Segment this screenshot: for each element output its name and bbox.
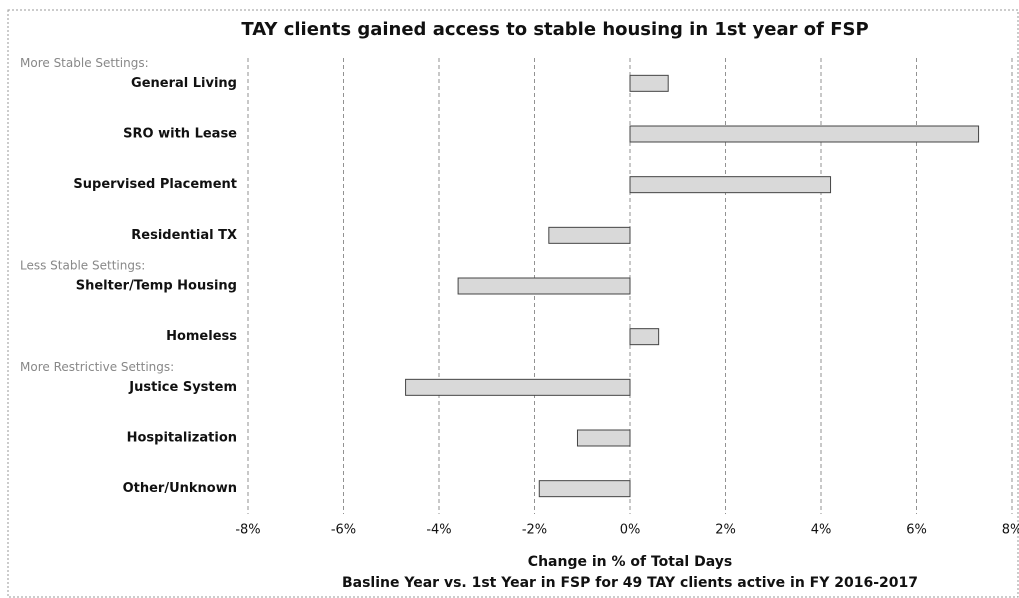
y-tick-label: Shelter/Temp Housing [76, 279, 237, 294]
y-tick-label: Residential TX [131, 228, 237, 243]
bar [457, 277, 631, 295]
x-tick-label: 0% [620, 523, 641, 538]
y-tick-label: Other/Unknown [123, 481, 237, 496]
y-tick-label: Justice System [128, 380, 237, 395]
x-tick-label: 6% [906, 523, 927, 538]
bar [629, 328, 660, 346]
y-tick-label: General Living [131, 76, 237, 91]
bar [548, 226, 631, 244]
x-tick-label: -4% [426, 523, 451, 538]
x-tick-label: 2% [715, 523, 736, 538]
y-tick-label: SRO with Lease [123, 127, 237, 142]
bar [629, 74, 669, 92]
y-tick-label: Supervised Placement [73, 177, 237, 192]
bar [405, 378, 631, 396]
group-label: More Stable Settings: [20, 56, 149, 70]
x-tick-label: 8% [1002, 523, 1019, 538]
group-label: Less Stable Settings: [20, 259, 145, 273]
x-tick-label: -6% [331, 523, 356, 538]
y-tick-label: Homeless [166, 329, 237, 344]
x-tick-label: -8% [235, 523, 260, 538]
chart-border [7, 9, 1019, 598]
bar [629, 125, 980, 143]
bar [538, 480, 631, 498]
group-label: More Restrictive Settings: [20, 360, 174, 374]
x-tick-label: -2% [522, 523, 547, 538]
chart-title: TAY clients gained access to stable hous… [241, 19, 868, 40]
bar [576, 429, 631, 447]
subtitle: Basline Year vs. 1st Year in FSP for 49 … [342, 575, 918, 591]
bar [629, 176, 832, 194]
x-tick-label: 4% [811, 523, 832, 538]
x-axis-label: Change in % of Total Days [528, 554, 732, 570]
y-tick-label: Hospitalization [127, 431, 237, 446]
